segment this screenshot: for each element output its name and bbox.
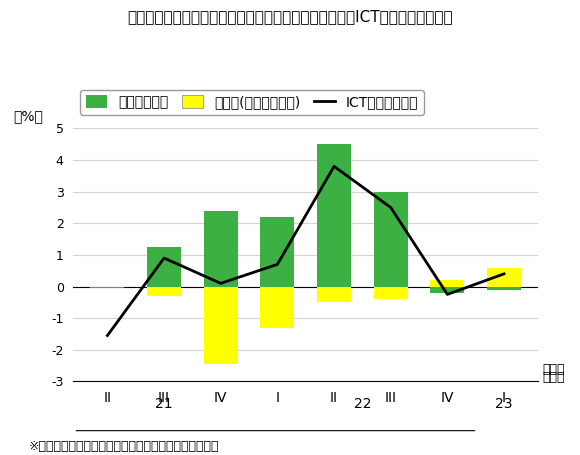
- Bar: [487, 287, 521, 290]
- Bar: [430, 287, 465, 293]
- Bar: [260, 217, 295, 287]
- Legend: 電子計算機等, 通信機(除く携帯電話), ICT関連設備投資: 電子計算機等, 通信機(除く携帯電話), ICT関連設備投資: [81, 90, 424, 115]
- Text: 機械受注（民需、除く船舶・電力・携帯電話）に占めるICT関連機種の寄与度: 機械受注（民需、除く船舶・電力・携帯電話）に占めるICT関連機種の寄与度: [127, 9, 453, 24]
- Bar: [430, 280, 465, 287]
- Bar: [374, 287, 408, 299]
- Bar: [317, 144, 351, 287]
- Bar: [260, 287, 295, 328]
- Bar: [90, 287, 125, 288]
- Text: 22: 22: [354, 397, 371, 411]
- Bar: [147, 287, 181, 296]
- Text: （%）: （%）: [13, 109, 43, 123]
- Text: （年）: （年）: [543, 371, 565, 384]
- Bar: [374, 192, 408, 287]
- Bar: [147, 247, 181, 287]
- Bar: [204, 211, 238, 287]
- Bar: [317, 287, 351, 302]
- Text: ※ここでいう設備投資は機械受注統計で代用している。: ※ここでいう設備投資は機械受注統計で代用している。: [29, 440, 219, 453]
- Bar: [204, 287, 238, 364]
- Text: 23: 23: [495, 397, 513, 411]
- Text: 21: 21: [155, 397, 173, 411]
- Text: （期）: （期）: [543, 364, 565, 376]
- Bar: [487, 268, 521, 287]
